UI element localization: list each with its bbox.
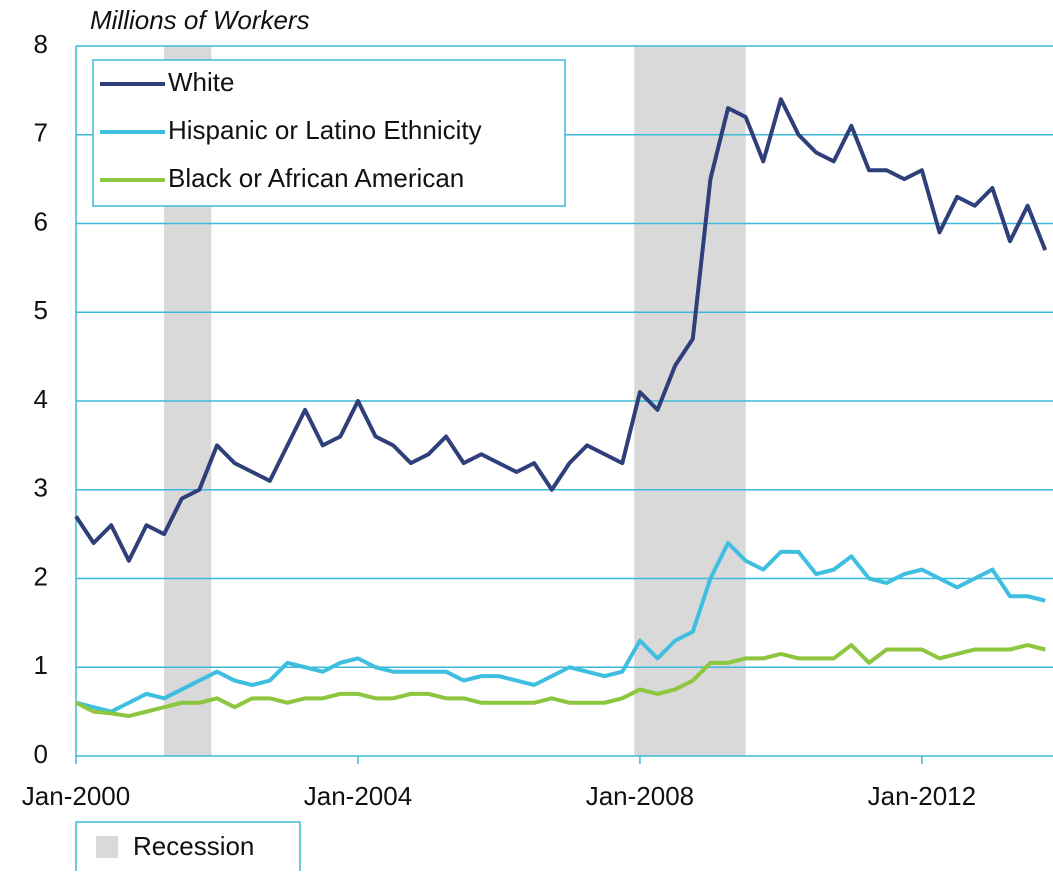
x-tick-label: Jan-2000 [22,781,130,811]
legend-label: Black or African American [168,163,464,193]
legend-label: White [168,67,234,97]
y-tick-label: 3 [34,473,48,503]
x-tick-label: Jan-2008 [586,781,694,811]
y-tick-label: 5 [34,295,48,325]
series-line [75,643,1046,719]
series-line [75,541,1046,714]
y-tick-label: 4 [34,384,48,414]
recession-legend-swatch [96,836,118,858]
y-tick-label: 0 [34,739,48,769]
y-tick-label: 8 [34,29,48,59]
legend-label: Hispanic or Latino Ethnicity [168,115,482,145]
y-tick-label: 7 [34,118,48,148]
x-tick-label: Jan-2012 [868,781,976,811]
recession-legend-label: Recession [133,831,254,861]
y-tick-label: 6 [34,206,48,236]
y-axis-label: Millions of Workers [90,5,310,35]
series-line [74,97,1048,563]
x-tick-label: Jan-2004 [304,781,412,811]
y-tick-label: 1 [34,650,48,680]
legend-box [92,59,566,207]
y-tick-label: 2 [34,561,48,591]
